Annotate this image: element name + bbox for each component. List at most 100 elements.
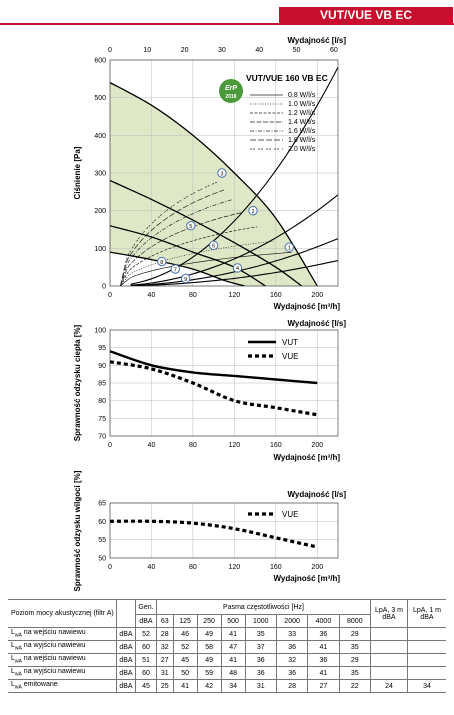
chart1-x2-tick: 30 xyxy=(218,47,226,54)
noise-row-value: 27 xyxy=(156,653,174,667)
chart1-legend-label: 2.0 W/l/s xyxy=(288,146,316,153)
noise-row-value: 52 xyxy=(172,640,198,654)
charts-canvas: 1 2 3 4 5 6 7 8 9 0 40 80 120 160 200 0 10 20 30 40 50 60 0… xyxy=(73,36,346,591)
chart1-network-curve xyxy=(130,66,338,285)
noise-row-lpa1 xyxy=(407,627,446,641)
chart1-point-marker xyxy=(170,264,180,274)
noise-row-value: 32 xyxy=(275,653,309,667)
noise-row-value: 36 xyxy=(244,666,277,680)
chart1-y-tick: 200 xyxy=(94,208,106,215)
noise-row-lpa3 xyxy=(370,640,408,654)
noise-row-value: 35 xyxy=(244,627,277,641)
y-tick: 85 xyxy=(98,381,106,388)
chart3-y-label: Sprawność odzysku wilgoci [%] xyxy=(73,470,82,591)
chart1-x-tick: 40 xyxy=(148,292,156,299)
noise-row-gen: 45 xyxy=(135,679,157,693)
chart1-sfp-curve xyxy=(120,212,243,286)
noise-row-sub: wA xyxy=(14,684,22,691)
noise-row-value: 36 xyxy=(307,653,340,667)
x-tick: 80 xyxy=(189,442,197,449)
noise-row-value: 58 xyxy=(196,640,222,654)
chart1-sfp-curve xyxy=(120,199,233,286)
chart3-x-label: Wydajność [m³/h] xyxy=(273,574,340,583)
legend-label: VUT xyxy=(282,338,298,347)
noise-row-value: 29 xyxy=(338,627,372,641)
noise-row-value: 35 xyxy=(338,666,372,680)
chart1-point-marker xyxy=(157,256,167,267)
noise-row-prefix: L xyxy=(11,629,15,637)
noise-row-value: 41 xyxy=(307,666,340,680)
noise-lpa1-label: LpA, 1 m dBA xyxy=(407,599,446,628)
x-tick: 200 xyxy=(311,442,323,449)
header-rule xyxy=(0,23,454,25)
noise-row-gen: 60 xyxy=(135,666,157,680)
chart1-x2-tick: 0 xyxy=(108,47,112,54)
chart2-y-ticks: 70 75 80 85 90 95 100 xyxy=(94,328,106,441)
chart2-legend: VUT VUE xyxy=(248,338,298,361)
chart1-network-curve xyxy=(130,194,338,286)
noise-rows: LwA na wejściu nawiewu dBA 52 28 46 49 41 35 33 3… xyxy=(8,627,446,693)
noise-row-text: na wyjściu nawiewu xyxy=(21,668,86,676)
chart3-frame xyxy=(109,502,339,559)
chart1-frame xyxy=(109,59,339,287)
x-tick: 40 xyxy=(148,442,156,449)
noise-row-lpa3: 24 xyxy=(370,679,408,693)
y-tick: 65 xyxy=(98,501,106,508)
noise-row-unit: dBA xyxy=(116,666,136,680)
chart1-point-label: 1 xyxy=(288,246,291,252)
chart1-y-ticks: 0 100 200 300 400 500 600 xyxy=(94,58,106,291)
chart1-y-tick: 400 xyxy=(94,133,106,140)
chart1-x-tick: 160 xyxy=(270,292,282,299)
chart1-point-label: 9 xyxy=(184,277,187,283)
x-tick: 160 xyxy=(270,564,282,571)
erp-badge-bottom: 2018 xyxy=(225,94,236,100)
noise-row: LwA na wejściu nawiewu dBA 52 28 46 49 41 35 33 3… xyxy=(8,627,446,641)
chart1-sfp-curve xyxy=(120,189,225,286)
noise-row-value: 34 xyxy=(220,679,246,693)
y-tick: 60 xyxy=(98,519,106,526)
x-tick: 0 xyxy=(108,564,112,571)
chart1-x-tick: 80 xyxy=(189,292,197,299)
noise-row-lpa3 xyxy=(370,653,408,667)
noise-row-text: emitowane xyxy=(21,681,58,689)
chart3-series xyxy=(109,519,318,549)
noise-row-sub: wA xyxy=(14,658,22,665)
noise-row-lpa1: 34 xyxy=(407,679,446,693)
chart1-point-label: 5 xyxy=(189,224,192,230)
noise-row-value: 35 xyxy=(338,640,372,654)
noise-row: LwA na wejściu nawiewu dBA 51 27 45 49 41 36 32 3… xyxy=(8,653,446,667)
chart1-point-label: 2 xyxy=(251,209,254,215)
noise-bands-label: Pasma częstotliwości [Hz] xyxy=(156,599,371,615)
noise-row-value: 36 xyxy=(275,640,309,654)
noise-row-lpa3 xyxy=(370,666,408,680)
noise-lpa3-label: LpA, 3 m dBA xyxy=(370,599,408,628)
chart1-point-marker xyxy=(208,240,219,251)
y-tick: 70 xyxy=(98,434,106,441)
chart1-point-label: 8 xyxy=(160,260,163,266)
header-title: VUT/VUE VB EC xyxy=(279,7,453,24)
chart1-point-marker xyxy=(248,205,258,216)
noise-band: 250 xyxy=(196,614,222,628)
x-tick: 200 xyxy=(311,564,323,571)
noise-row-value: 41 xyxy=(172,679,198,693)
noise-row-value: 41 xyxy=(220,627,246,641)
erp-badge-icon: ErP 2018 xyxy=(219,79,243,103)
noise-row-prefix: L xyxy=(11,642,15,650)
chart2-x2-label: Wydajność [l/s] xyxy=(287,319,346,328)
y-tick: 50 xyxy=(98,556,106,563)
noise-row-value: 42 xyxy=(196,679,222,693)
chart1-x2-tick: 20 xyxy=(181,47,189,54)
noise-row-unit: dBA xyxy=(116,679,136,693)
chart3-legend: VUE xyxy=(248,510,298,519)
chart1-point-label: 6 xyxy=(212,244,215,250)
noise-table: Poziom mocy akustycznej (filtr A) Gen. P… xyxy=(8,599,446,693)
noise-row-value: 31 xyxy=(244,679,277,693)
chart2-x-ticks: 0 40 80 120 160 200 xyxy=(108,442,323,449)
noise-row-lpa3 xyxy=(370,627,408,641)
chart1-points: 1 2 3 4 5 6 7 8 9 xyxy=(157,168,294,284)
noise-unit-col xyxy=(116,599,136,628)
chart1-x-tick: 200 xyxy=(311,292,323,299)
noise-row-lpa1 xyxy=(407,666,446,680)
noise-row-unit: dBA xyxy=(116,640,136,654)
